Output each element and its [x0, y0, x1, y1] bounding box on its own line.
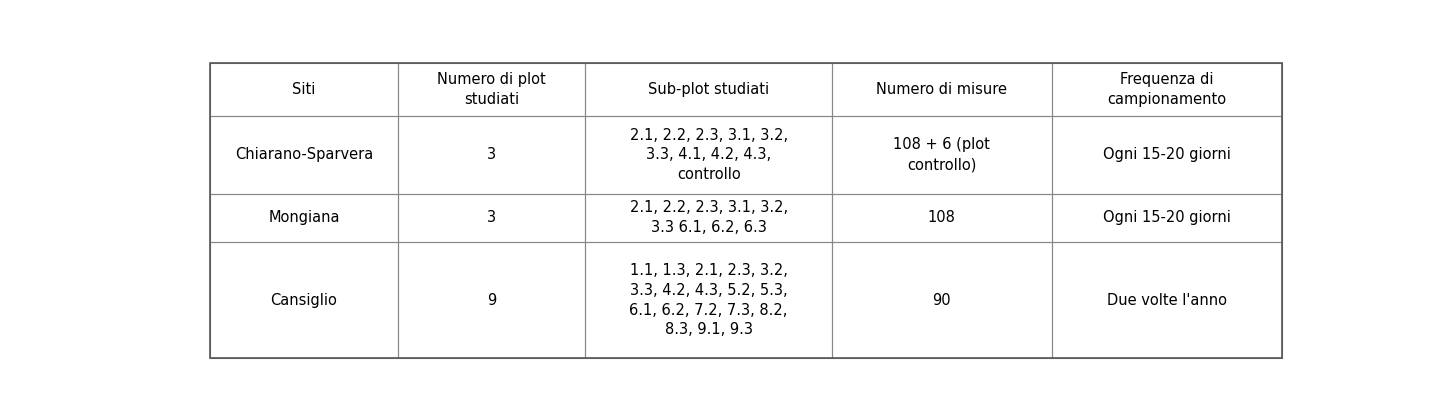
Bar	[831, 193, 1051, 242]
Text: Due volte l'anno: Due volte l'anno	[1107, 293, 1227, 308]
Text: Mongiana: Mongiana	[268, 210, 339, 225]
Text: 2.1, 2.2, 2.3, 3.1, 3.2,
3.3 6.1, 6.2, 6.3: 2.1, 2.2, 2.3, 3.1, 3.2, 3.3 6.1, 6.2, 6…	[629, 201, 788, 235]
Bar	[397, 116, 585, 193]
Text: Frequenza di
campionamento: Frequenza di campionamento	[1108, 72, 1226, 107]
Text: Cansiglio: Cansiglio	[271, 293, 338, 308]
Text: Numero di misure: Numero di misure	[877, 82, 1008, 97]
Text: Siti: Siti	[293, 82, 316, 97]
Bar	[831, 63, 1051, 116]
Text: 3: 3	[488, 210, 496, 225]
Bar	[831, 242, 1051, 358]
Bar	[397, 242, 585, 358]
Text: 9: 9	[486, 293, 496, 308]
Bar	[1051, 193, 1283, 242]
Bar	[1051, 242, 1283, 358]
Text: 108: 108	[927, 210, 955, 225]
Bar	[1051, 116, 1283, 193]
Text: 3: 3	[488, 147, 496, 162]
Bar	[210, 242, 397, 358]
Text: 2.1, 2.2, 2.3, 3.1, 3.2,
3.3, 4.1, 4.2, 4.3,
controllo: 2.1, 2.2, 2.3, 3.1, 3.2, 3.3, 4.1, 4.2, …	[629, 128, 788, 182]
Text: Sub-plot studiati: Sub-plot studiati	[648, 82, 769, 97]
Text: 108 + 6 (plot
controllo): 108 + 6 (plot controllo)	[894, 138, 990, 172]
Bar	[1051, 63, 1283, 116]
Bar	[397, 63, 585, 116]
Text: Ogni 15-20 giorni: Ogni 15-20 giorni	[1104, 147, 1230, 162]
Bar	[397, 193, 585, 242]
Text: 1.1, 1.3, 2.1, 2.3, 3.2,
3.3, 4.2, 4.3, 5.2, 5.3,
6.1, 6.2, 7.2, 7.3, 8.2,
8.3, : 1.1, 1.3, 2.1, 2.3, 3.2, 3.3, 4.2, 4.3, …	[629, 263, 788, 337]
Bar	[210, 63, 397, 116]
Bar	[585, 116, 831, 193]
Text: Chiarano-Sparvera: Chiarano-Sparvera	[234, 147, 373, 162]
Text: 90: 90	[932, 293, 951, 308]
Bar	[210, 193, 397, 242]
Text: Ogni 15-20 giorni: Ogni 15-20 giorni	[1104, 210, 1230, 225]
Bar	[210, 116, 397, 193]
Text: Numero di plot
studiati: Numero di plot studiati	[437, 72, 546, 107]
Bar	[831, 116, 1051, 193]
Bar	[585, 63, 831, 116]
Bar	[585, 242, 831, 358]
Bar	[585, 193, 831, 242]
